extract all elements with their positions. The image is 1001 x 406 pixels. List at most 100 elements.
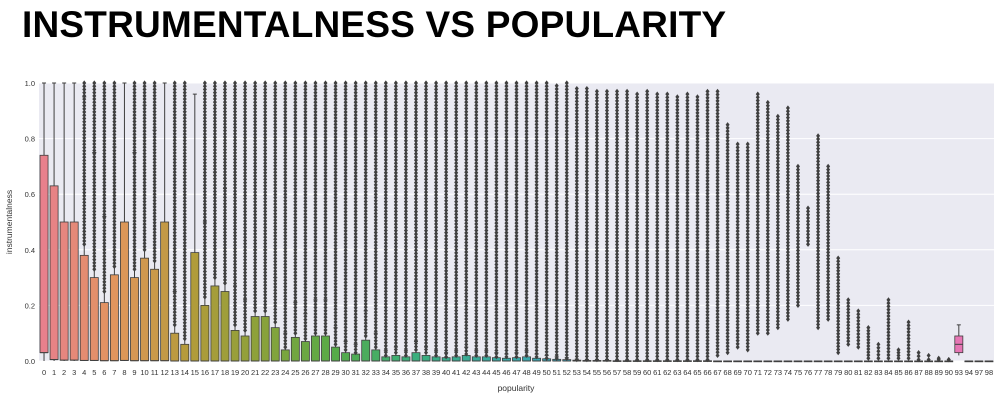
- box-group: [341, 80, 351, 362]
- outlier-point: [222, 99, 227, 105]
- outlier-point: [273, 249, 278, 255]
- outlier-point: [112, 205, 117, 212]
- outlier-point: [202, 208, 207, 214]
- outlier-point: [313, 122, 318, 128]
- outlier-point: [142, 167, 147, 173]
- outlier-point: [293, 96, 298, 102]
- outlier-point: [243, 324, 248, 330]
- outlier-point: [152, 210, 157, 216]
- outlier-point: [102, 173, 107, 179]
- outlier-point: [303, 320, 308, 326]
- outlier-point: [323, 118, 328, 125]
- outlier-point: [112, 109, 117, 115]
- outlier-point: [323, 330, 328, 336]
- outlier-point: [353, 321, 358, 327]
- outlier-point: [233, 169, 238, 175]
- outlier-point: [303, 147, 308, 153]
- outlier-point: [212, 255, 217, 262]
- outlier-point: [343, 250, 348, 257]
- outlier-point: [303, 297, 308, 303]
- outlier-point: [283, 166, 288, 172]
- outlier-point: [222, 134, 227, 140]
- outlier-point: [182, 182, 187, 188]
- outlier-point: [343, 311, 348, 318]
- outlier-point: [182, 233, 187, 240]
- outlier-point: [112, 176, 117, 183]
- box-group: [49, 82, 59, 361]
- outlier-point: [233, 214, 238, 220]
- outlier-point: [263, 154, 268, 160]
- outlier-point: [343, 160, 348, 166]
- outlier-point: [343, 122, 348, 128]
- outlier-point: [182, 99, 187, 105]
- outlier-point: [283, 175, 288, 182]
- outlier-point: [212, 220, 217, 226]
- outlier-point: [293, 269, 298, 275]
- outlier-point: [222, 108, 227, 115]
- box: [421, 355, 431, 362]
- outlier-point: [293, 218, 298, 224]
- outlier-point: [333, 262, 338, 268]
- outlier-point: [253, 173, 258, 179]
- outlier-point: [253, 247, 258, 253]
- outlier-point: [363, 96, 368, 102]
- box: [130, 277, 139, 362]
- outlier-point: [102, 83, 107, 89]
- outlier-point: [333, 325, 338, 331]
- outlier-point: [132, 183, 137, 189]
- outlier-point: [222, 245, 227, 251]
- outlier-point: [303, 313, 308, 319]
- outlier-point: [343, 83, 348, 89]
- outlier-point: [273, 105, 278, 112]
- outlier-point: [243, 231, 248, 237]
- outlier-point: [142, 106, 147, 112]
- outlier-point: [363, 131, 368, 137]
- outlier-point: [263, 176, 268, 182]
- outlier-point: [172, 150, 177, 156]
- outlier-point: [233, 188, 238, 194]
- outlier-point: [92, 183, 97, 189]
- outlier-point: [283, 341, 288, 347]
- outlier-point: [283, 105, 288, 112]
- outlier-point: [142, 227, 147, 234]
- outlier-point: [172, 220, 177, 226]
- outlier-point: [313, 167, 318, 173]
- outlier-point: [243, 122, 248, 128]
- outlier-point: [313, 279, 318, 285]
- outlier-point: [142, 122, 147, 128]
- outlier-point: [172, 121, 177, 127]
- outlier-point: [313, 173, 318, 179]
- outlier-point: [283, 201, 288, 207]
- outlier-point: [142, 128, 147, 134]
- outlier-point: [283, 233, 288, 239]
- outlier-point: [323, 144, 328, 150]
- outlier-point: [273, 278, 278, 284]
- outlier-point: [253, 151, 258, 157]
- outlier-point: [343, 192, 348, 199]
- outlier-point: [273, 188, 278, 194]
- outlier-point: [343, 276, 348, 282]
- outlier-point: [273, 281, 278, 287]
- outlier-point: [283, 83, 288, 89]
- outlier-point: [172, 137, 177, 143]
- outlier-point: [333, 230, 338, 236]
- outlier-point: [182, 205, 187, 211]
- outlier-point: [293, 324, 298, 330]
- outlier-point: [102, 109, 107, 115]
- outlier-point: [333, 332, 338, 338]
- outlier-point: [233, 159, 238, 166]
- outlier-point: [273, 204, 278, 210]
- outlier-point: [263, 295, 268, 301]
- outlier-point: [82, 151, 87, 157]
- outlier-point: [102, 282, 107, 288]
- outlier-point: [333, 134, 338, 140]
- outlier-point: [333, 188, 338, 194]
- outlier-point: [92, 202, 97, 208]
- outlier-point: [293, 176, 298, 182]
- outlier-point: [323, 282, 328, 288]
- outlier-point: [263, 151, 268, 157]
- outlier-point: [253, 179, 258, 186]
- outlier-point: [202, 86, 207, 92]
- outlier-point: [132, 186, 137, 192]
- outlier-point: [102, 234, 107, 240]
